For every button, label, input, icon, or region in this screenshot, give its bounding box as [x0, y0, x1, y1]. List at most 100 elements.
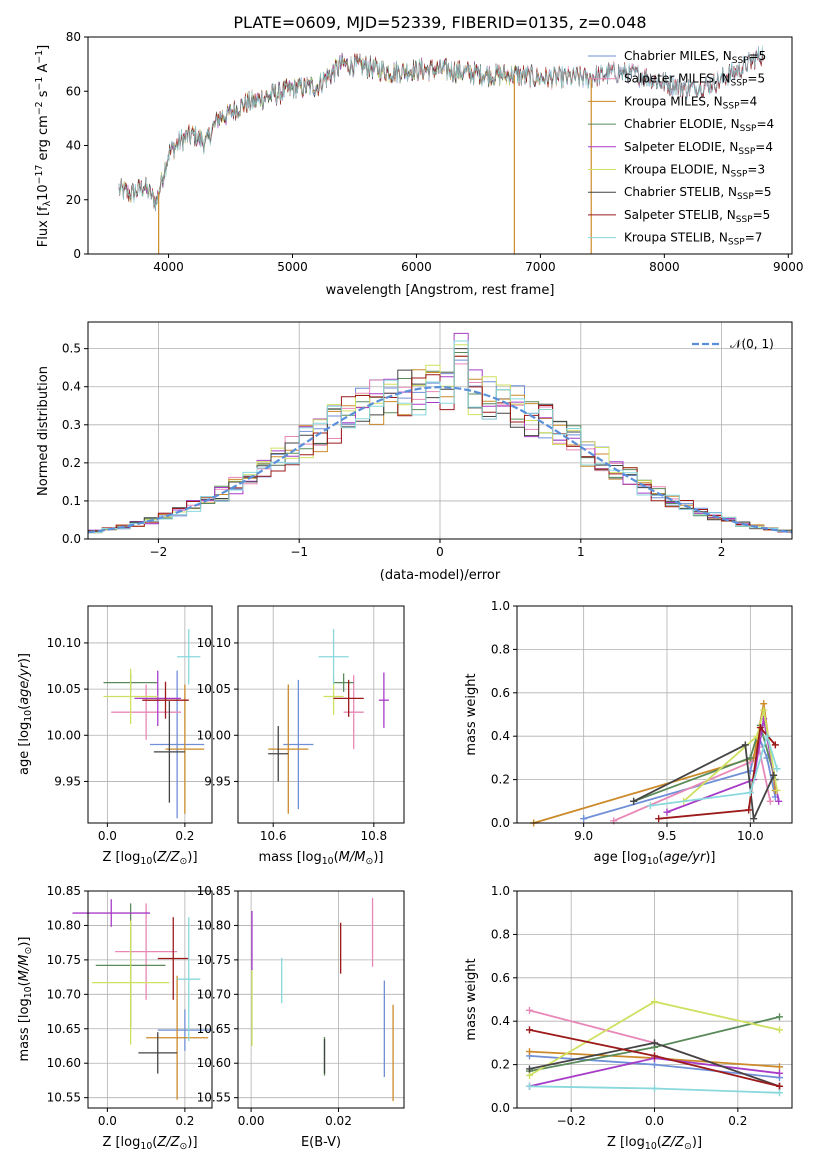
errorbar-salpeter_stelib [157, 917, 189, 1000]
y-tick-label: 10.55 [47, 1091, 81, 1105]
y-axis-label-age-vs-Z: age [log10(age/yr)] [17, 653, 34, 775]
x-axis-label-mass-weight-vs-Z: Z [log10(Z/Z⊙)] [607, 1135, 702, 1152]
plot-area [118, 45, 764, 254]
y-tick-label: 10.70 [197, 987, 231, 1001]
legend-spectrum: Chabrier MILES, NSSP=5 Salpeter MILES, NS… [588, 49, 774, 248]
mass-weight-marker-kroupa_elodie [776, 1026, 783, 1034]
y-axis-label-mass-vs-Z: mass [log10(M/M⊙)] [17, 937, 34, 1062]
y-tick-label: 0 [73, 247, 81, 261]
y-tick-label: 10.00 [197, 728, 231, 742]
mass-weight-marker-salpeter_elodie [776, 1069, 783, 1077]
mass-weight-marker-kroupa_stelib [646, 802, 654, 810]
x-tick-label: 8000 [649, 260, 680, 274]
mass-weight-marker-salpeter_stelib [771, 741, 779, 749]
figure-title: PLATE=0609, MJD=52339, FIBERID=0135, z=0… [233, 13, 646, 32]
x-tick-label: 9.5 [657, 829, 676, 843]
y-tick-label: 10.85 [47, 884, 81, 898]
errorbar-kroupa_elodie [91, 920, 170, 1045]
gaussian-curve [87, 385, 793, 534]
y-axis-label-histogram: Normed distribution [36, 366, 51, 496]
legend-label-gaussian: 𝒩(0, 1) [730, 337, 774, 351]
mass-weight-marker-chabrier_stelib [630, 797, 638, 805]
legend-label-salpeter_miles: Salpeter MILES, NSSP=5 [624, 72, 765, 89]
mass-weight-marker-kroupa_miles [776, 1063, 783, 1071]
mass-weight-marker-kroupa_stelib [773, 765, 781, 773]
mass-weight-marker-kroupa_elodie [773, 786, 781, 794]
x-tick-label: 0.0 [98, 829, 117, 843]
x-tick-label: 7000 [525, 260, 556, 274]
mass-weight-marker-kroupa_elodie [526, 1071, 533, 1079]
mass-weight-marker-salpeter_elodie [663, 808, 671, 816]
y-tick-label: 40 [66, 139, 81, 153]
mass-weight-marker-kroupa_stelib [651, 1084, 658, 1092]
errorbar-chabrier_stelib [153, 701, 185, 803]
mass-weight-line-chabrier_elodie [633, 722, 777, 803]
errorbar-kroupa_stelib [318, 629, 349, 685]
x-axis-label-mass-vs-EBV: E(B-V) [301, 1135, 341, 1150]
y-axis-label-mass-weight-vs-age: mass weight [464, 673, 479, 755]
spectrum-line-kroupa_stelib [118, 45, 764, 211]
x-tick-label: −0.2 [557, 1114, 586, 1128]
panel-mass-vs-EBV: 0.00 0.02 10.55 10.60 10.65 10.70 10.75 10.80 10… [197, 884, 405, 1128]
y-tick-label: 0.4 [491, 1014, 510, 1028]
axes-frame [237, 890, 405, 1109]
y-tick-label: 0.8 [491, 642, 510, 656]
axes-frame [87, 890, 213, 1109]
y-tick-label: 0.3 [62, 418, 81, 432]
mass-weight-marker-chabrier_miles [651, 1061, 658, 1069]
x-tick-label: 9.0 [574, 829, 593, 843]
mass-weight-marker-chabrier_elodie [746, 754, 754, 762]
errorbar-chabrier_stelib [138, 1032, 178, 1074]
mass-weight-marker-salpeter_stelib [776, 1082, 783, 1090]
errorbar-salpeter_elodie [378, 672, 389, 728]
mass-weight-marker-kroupa_miles [526, 1048, 533, 1056]
y-tick-label: 0.5 [62, 342, 81, 356]
errorbar-salpeter_miles [343, 675, 364, 750]
x-tick-label: 5000 [277, 260, 308, 274]
mass-weight-line-kroupa_elodie [683, 709, 778, 802]
y-tick-label: 10.60 [47, 1056, 81, 1070]
legend-label-salpeter_stelib: Salpeter STELIB, NSSP=5 [624, 208, 770, 225]
y-tick-label: 10.80 [197, 918, 231, 932]
plot-area [87, 332, 793, 534]
y-tick-label: 0.2 [62, 456, 81, 470]
x-tick-label: 0.0 [645, 1114, 664, 1128]
mass-weight-line-chabrier_stelib [633, 743, 775, 823]
x-tick-label: −2 [150, 545, 168, 559]
x-tick-label: 0.02 [325, 1114, 352, 1128]
y-tick-label: 10.55 [197, 1091, 231, 1105]
mass-weight-marker-chabrier_elodie [776, 1013, 783, 1021]
y-tick-label: 0.4 [491, 729, 510, 743]
x-axis-label-mass-weight-vs-age: age [log10(age/yr)] [593, 850, 715, 867]
mass-weight-marker-chabrier_stelib [526, 1065, 533, 1073]
y-tick-label: 0.6 [491, 686, 510, 700]
y-tick-label: 10.75 [47, 953, 81, 967]
y-tick-label: 0.0 [491, 1101, 510, 1115]
panel-mass-weight-vs-age: 9.0 9.5 10.0 0.0 0.2 0.4 0.6 0.8 1.0 [491, 599, 793, 843]
y-tick-label: 0.1 [62, 494, 81, 508]
x-tick-label: 2 [718, 545, 726, 559]
axes-frame [237, 605, 405, 824]
errorbar-chabrier_miles [150, 670, 205, 819]
x-tick-label: −1 [290, 545, 308, 559]
y-tick-label: 10.60 [197, 1056, 231, 1070]
legend-label-chabrier_miles: Chabrier MILES, NSSP=5 [624, 49, 766, 66]
errorbar-chabrier_elodie [333, 673, 354, 692]
panel-age-vs-mass: 10.6 10.8 9.95 10.00 10.05 10.10 [197, 605, 405, 843]
x-tick-label: 10.8 [360, 829, 387, 843]
y-tick-label: 60 [66, 84, 81, 98]
y-tick-label: 80 [66, 30, 81, 44]
mass-weight-marker-kroupa_stelib [763, 732, 771, 740]
y-tick-label: 10.85 [197, 884, 231, 898]
y-tick-label: 0.0 [62, 532, 81, 546]
mass-weight-marker-salpeter_stelib [655, 815, 663, 823]
panel-residual-histogram: −2 −1 0 1 2 0.0 0.1 0.2 0.3 0.4 0.5 [62, 321, 793, 559]
y-tick-label: 1.0 [491, 884, 510, 898]
mass-weight-marker-salpeter_miles [526, 1006, 533, 1014]
mass-weight-marker-kroupa_stelib [746, 789, 754, 797]
y-tick-label: 10.05 [47, 682, 81, 696]
mass-weight-marker-kroupa_elodie [760, 706, 768, 714]
mass-weight-marker-chabrier_miles [580, 815, 588, 823]
plot-area [268, 629, 389, 814]
plot-area [530, 700, 783, 827]
